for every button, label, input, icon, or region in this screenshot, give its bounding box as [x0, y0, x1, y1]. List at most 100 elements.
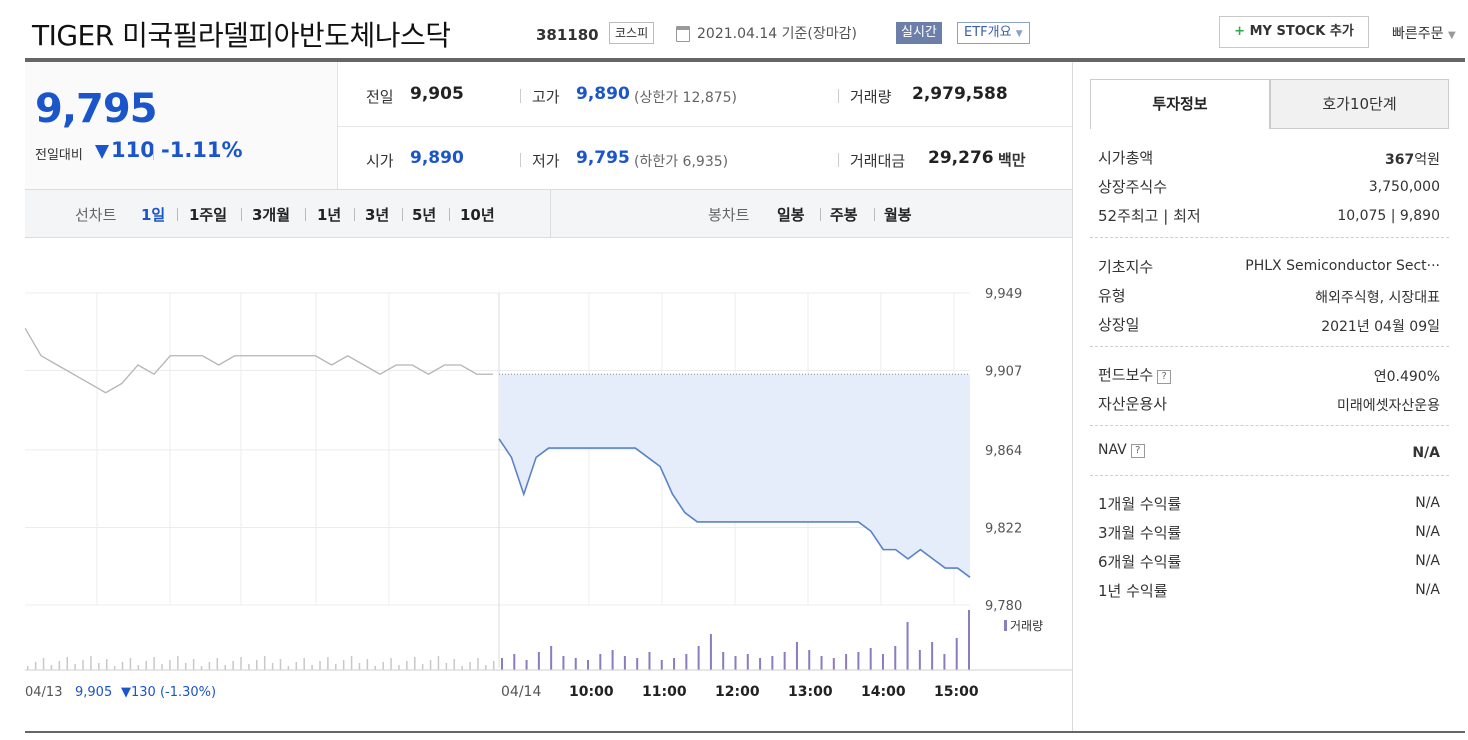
lower-limit: (하한가 6,935) — [634, 154, 729, 170]
volume-bar — [734, 656, 737, 670]
volume-legend: 거래량 — [1004, 617, 1043, 634]
listed-shares-label: 상장주식수 — [1098, 178, 1168, 196]
prev-volume-bar — [350, 656, 353, 670]
help-icon[interactable]: ? — [1157, 370, 1172, 384]
high-value: 9,890 — [576, 84, 630, 104]
divider — [1090, 346, 1449, 347]
intraday-chart[interactable]: 9,949 9,907 9,864 9,822 9,780 04/14 10:00 11:0… — [25, 238, 1072, 708]
market-cap-amount: 367 — [1385, 152, 1415, 168]
divider — [838, 89, 839, 103]
realtime-button[interactable]: 실시간 — [896, 22, 942, 44]
volume-bar — [857, 652, 860, 670]
volume-bar — [968, 610, 970, 670]
prev-volume-bar — [169, 660, 171, 670]
prev-day-label: 04/13 — [25, 685, 62, 700]
x-axis: 04/14 10:00 11:00 12:00 13:00 14:00 15:00 04/13… — [25, 684, 979, 700]
prev-volume-bar — [27, 666, 29, 670]
tab-invest-info[interactable]: 투자정보 — [1090, 79, 1270, 129]
calendar-icon — [676, 26, 690, 42]
upper-limit: (상한가 12,875) — [634, 90, 738, 106]
volume-bar — [648, 652, 651, 670]
base-index-label: 기초지수 — [1098, 258, 1154, 276]
prev-volume-bar — [224, 665, 226, 670]
prev-volume-bar — [303, 658, 305, 670]
caret-down-icon: ▼ — [1447, 30, 1456, 41]
volume-bar — [673, 658, 676, 670]
market-cap-unit: 억원 — [1414, 152, 1440, 168]
volume-bar — [832, 658, 835, 670]
prev-volume-bar — [311, 665, 313, 670]
prev-volume-bar — [335, 664, 337, 670]
divider — [820, 208, 821, 221]
prev-volume-bar — [105, 659, 108, 670]
prev-volume-bar — [200, 666, 203, 670]
prev-volume-bar — [256, 660, 258, 670]
candle-daily[interactable]: 일봉 — [777, 206, 805, 224]
y-axis: 9,949 9,907 9,864 9,822 9,780 — [985, 287, 1022, 614]
tab-order-book[interactable]: 호가10단계 — [1270, 79, 1449, 129]
volume-bar — [550, 646, 553, 670]
volume-label: 거래량 — [850, 88, 892, 106]
candle-monthly[interactable]: 월봉 — [884, 206, 912, 224]
market-cap-value: 367억원 — [1385, 149, 1440, 169]
x-tick-label: 12:00 — [715, 684, 760, 700]
price-line — [498, 438, 971, 578]
period-10y[interactable]: 10년 — [460, 206, 495, 224]
prev-volume-bar — [90, 656, 92, 670]
volume-bar — [808, 650, 811, 670]
fund-fee-text: 펀드보수 — [1098, 366, 1154, 384]
return-3m-label: 3개월 수익률 — [1098, 524, 1182, 542]
quick-order-dropdown[interactable]: 빠른주문 ▼ — [1392, 23, 1456, 43]
52w-value: 10,075 | 9,890 — [1337, 208, 1440, 224]
x-tick-label: 10:00 — [569, 684, 614, 700]
prev-volume-bar — [184, 663, 187, 670]
volume-bar — [943, 654, 946, 670]
return-1m-value: N/A — [1415, 495, 1440, 511]
return-1m-label: 1개월 수익률 — [1098, 495, 1182, 513]
help-icon[interactable]: ? — [1130, 444, 1145, 458]
market-tag: 코스피 — [609, 22, 655, 44]
prev-volume-bar — [295, 662, 298, 670]
volume-bar — [759, 658, 762, 670]
etf-overview-dropdown[interactable]: ETF개요 ▼ — [957, 22, 1030, 44]
volume-bar — [574, 658, 577, 670]
period-3m[interactable]: 3개월 — [252, 206, 291, 224]
prev-volume-bar — [66, 657, 68, 670]
period-5y[interactable]: 5년 — [412, 206, 437, 224]
period-1w[interactable]: 1주일 — [189, 206, 228, 224]
divider — [838, 153, 839, 167]
volume-bar — [795, 642, 798, 670]
volume-bar — [525, 660, 528, 670]
down-arrow-icon — [95, 145, 109, 159]
volume-bar — [697, 646, 700, 670]
period-1y[interactable]: 1년 — [317, 206, 342, 224]
change-percent: -1.11% — [161, 138, 243, 162]
low-label: 저가 — [532, 152, 560, 170]
period-1d[interactable]: 1일 — [141, 206, 166, 224]
prev-volume-bar — [287, 666, 290, 670]
high-label: 고가 — [532, 88, 560, 106]
divider — [177, 208, 178, 221]
listed-shares-value: 3,750,000 — [1368, 179, 1440, 195]
volume-bar — [501, 658, 503, 670]
volume-bar — [636, 658, 639, 670]
add-my-stock-button[interactable]: + MY STOCK 추가 — [1219, 16, 1369, 48]
prev-volume-bar — [58, 661, 61, 670]
plus-icon: + — [1234, 24, 1246, 39]
divider — [1090, 425, 1449, 426]
price-summary: 9,795 전일대비 110 -1.11% — [25, 62, 338, 189]
prev-volume-bar — [216, 658, 219, 670]
line-chart-label: 선차트 — [75, 206, 117, 224]
y-tick-label: 9,822 — [985, 521, 1022, 536]
prev-volume-bar — [414, 657, 416, 670]
candle-weekly[interactable]: 주봉 — [830, 206, 858, 224]
divider — [520, 153, 521, 167]
prev-volume-bar — [263, 656, 266, 670]
prev-volume-bar — [477, 658, 479, 670]
prev-volume-bar — [493, 661, 495, 670]
price-area-fill — [499, 374, 970, 578]
low-value: 9,795 — [576, 148, 630, 168]
period-3y[interactable]: 3년 — [365, 206, 390, 224]
return-6m-value: N/A — [1415, 553, 1440, 569]
divider — [449, 208, 450, 221]
